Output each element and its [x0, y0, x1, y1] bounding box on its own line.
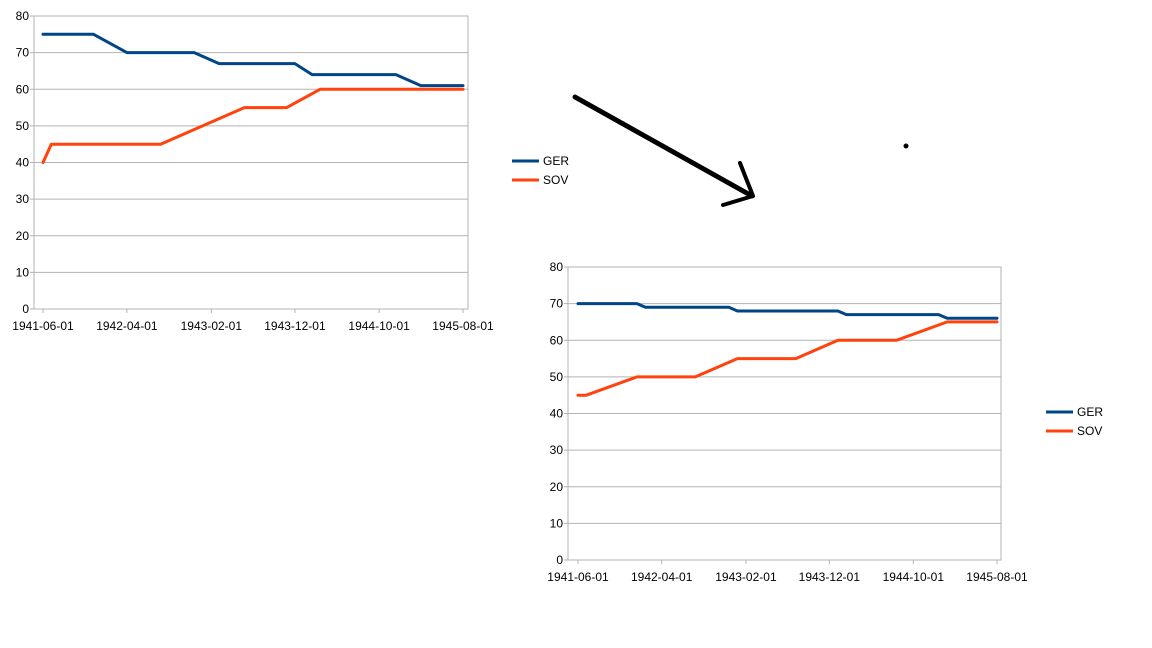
y-tick-label: 20 — [16, 229, 30, 243]
chart-after: 0 10 20 30 40 50 60 70 80 1941-06-01 1942-04-01 194… — [547, 260, 1103, 584]
y-tick-label: 40 — [550, 407, 564, 421]
y-tick-label: 50 — [16, 119, 30, 133]
y-tick-label: 80 — [550, 260, 564, 274]
legend-label-ger: GER — [1077, 405, 1103, 419]
y-tick-label: 60 — [550, 333, 564, 347]
y-tick-label: 10 — [16, 265, 30, 279]
y-tick-label: 70 — [550, 297, 564, 311]
legend-label-sov: SOV — [543, 173, 568, 187]
series-line-sov — [41, 87, 465, 164]
legend-label-ger: GER — [543, 154, 569, 168]
series-line-ger — [41, 32, 465, 88]
series-line-sov — [576, 320, 999, 397]
arrow-annotation — [572, 94, 755, 207]
y-tick-label: 20 — [550, 480, 564, 494]
legend-label-sov: SOV — [1077, 424, 1102, 438]
y-tick-label: 0 — [556, 553, 563, 567]
y-tick-label: 0 — [22, 302, 29, 316]
y-tick-label: 30 — [550, 443, 564, 457]
x-tick-label: 1941-06-01 — [12, 319, 74, 333]
chart-before: 0 10 20 30 40 50 60 70 80 1941-06-01 1942-04-01 194… — [12, 9, 569, 333]
x-tick-label: 1942-04-01 — [96, 319, 158, 333]
y-tick-label: 70 — [16, 46, 30, 60]
x-tick-label: 1941-06-01 — [547, 570, 609, 584]
y-tick-label: 30 — [16, 192, 30, 206]
x-tick-label: 1943-02-01 — [181, 319, 243, 333]
y-tick-label: 60 — [16, 82, 30, 96]
x-tick-label: 1943-12-01 — [799, 570, 861, 584]
y-tick-label: 50 — [550, 370, 564, 384]
x-tick-label: 1942-04-01 — [631, 570, 693, 584]
x-tick-label: 1943-02-01 — [715, 570, 777, 584]
stray-dot — [903, 143, 909, 149]
x-tick-label: 1944-10-01 — [883, 570, 945, 584]
x-tick-label: 1943-12-01 — [264, 319, 326, 333]
y-tick-label: 80 — [16, 9, 30, 23]
y-tick-label: 40 — [16, 156, 30, 170]
y-tick-label: 10 — [550, 516, 564, 530]
x-tick-label: 1945-08-01 — [432, 319, 494, 333]
series-line-ger — [576, 302, 999, 320]
x-tick-label: 1944-10-01 — [348, 319, 410, 333]
x-tick-label: 1945-08-01 — [966, 570, 1028, 584]
